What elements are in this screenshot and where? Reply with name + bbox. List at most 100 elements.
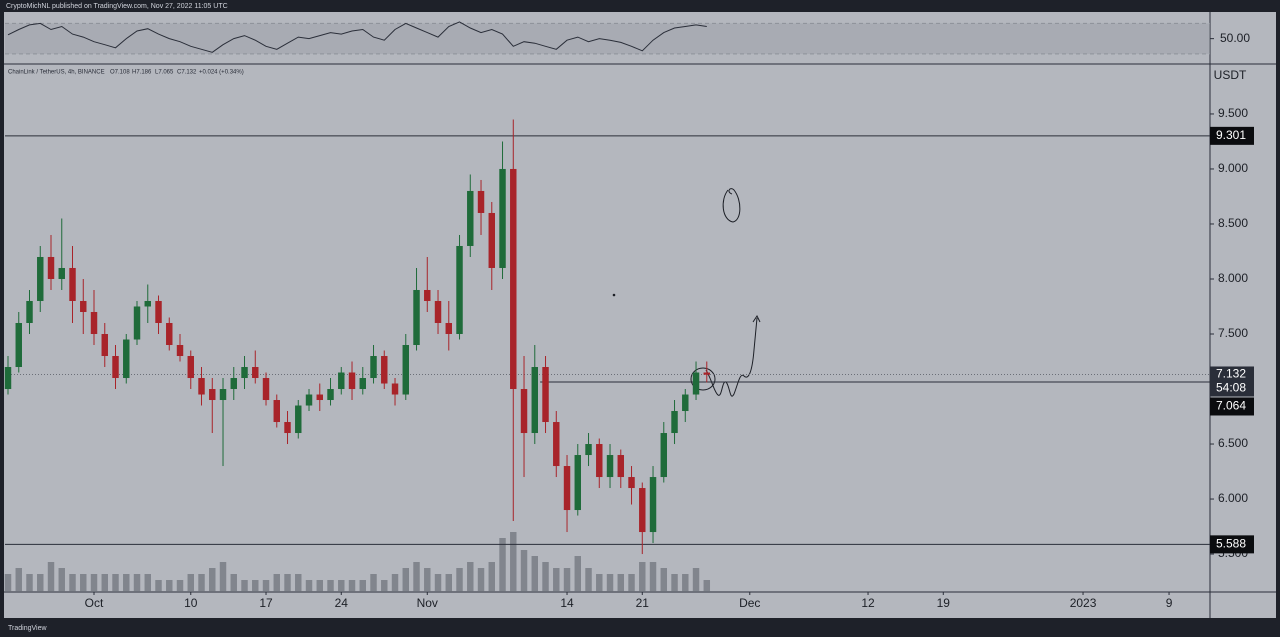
legend-change: +0.024 (+0.34%): [199, 70, 244, 76]
volume-bar: [660, 568, 668, 592]
candle-body: [649, 477, 657, 533]
volume-bar: [424, 568, 431, 592]
candle-body: [510, 168, 517, 390]
candle-body: [58, 267, 65, 279]
candle-body: [574, 455, 582, 511]
last-price-box: [1210, 366, 1254, 397]
volume-bar: [4, 574, 12, 592]
x-tick-label: 21: [636, 596, 650, 610]
volume-bar: [144, 574, 151, 592]
volume-bar: [230, 574, 237, 592]
volume-bar: [488, 562, 495, 592]
candle-body: [606, 455, 614, 478]
last-price-label: 7.132: [1216, 367, 1246, 381]
volume-bar: [112, 574, 119, 592]
y-tick-label: 7.500: [1218, 326, 1248, 340]
volume-bar: [338, 580, 345, 592]
candle-body: [241, 367, 248, 379]
legend-high: H7.186: [132, 70, 152, 76]
volume-bar: [585, 568, 592, 592]
candle-body: [90, 311, 98, 335]
volume-bar: [176, 580, 184, 592]
candle-body: [230, 378, 237, 390]
volume-bar: [617, 574, 625, 592]
candle-body: [26, 300, 33, 323]
volume-bar: [80, 574, 87, 592]
volume-bar: [467, 562, 474, 592]
y-tick-label: 9.500: [1218, 106, 1248, 120]
candle-body: [456, 245, 463, 335]
volume-bar: [155, 580, 162, 592]
volume-bar: [187, 574, 194, 592]
y-tick-label: 8.000: [1218, 271, 1248, 285]
volume-bar: [252, 580, 259, 592]
candle-body: [198, 378, 205, 395]
candle-body: [123, 339, 130, 379]
volume-bar: [198, 574, 205, 592]
y-tick-label: 9.000: [1218, 161, 1248, 175]
x-tick-label: 14: [560, 596, 574, 610]
level-box: [1210, 535, 1254, 554]
volume-bar: [370, 574, 377, 592]
candle-body: [155, 300, 162, 323]
x-tick-label: 19: [937, 596, 951, 610]
volume-bar: [628, 574, 635, 592]
candle-body: [133, 306, 141, 340]
volume-bar: [574, 556, 582, 592]
level-label: 7.064: [1216, 399, 1246, 413]
candle-body: [37, 256, 44, 301]
volume-bar: [692, 568, 700, 592]
volume-bar: [456, 568, 463, 592]
volume-bar: [37, 574, 44, 592]
candle-body: [639, 488, 646, 533]
volume-bar: [133, 574, 141, 592]
candle-body: [176, 345, 184, 357]
candle-body: [434, 300, 442, 323]
candle-body: [413, 289, 420, 346]
candle-body: [348, 372, 356, 390]
volume-bar: [284, 574, 291, 592]
volume-bar: [26, 574, 33, 592]
candle-body: [144, 300, 151, 307]
candle-body: [467, 190, 474, 246]
legend-close: C7.132: [177, 70, 197, 76]
candle-body: [660, 433, 668, 478]
y-tick-label: 6.000: [1218, 491, 1248, 505]
candle-body: [69, 267, 76, 301]
candle-body: [112, 356, 119, 379]
candle-body: [520, 389, 528, 434]
legend-title: ChainLink / TetherUS, 4h, BINANCE: [8, 70, 105, 76]
candle-body: [359, 378, 366, 390]
projection-path: [705, 317, 758, 397]
volume-bar: [649, 562, 657, 592]
candle-body: [692, 372, 700, 395]
publisher: CryptoMichNL published on TradingView.co…: [6, 3, 228, 10]
candle-body: [166, 322, 173, 346]
candle-body: [80, 300, 87, 312]
volume-bar: [402, 568, 409, 592]
x-tick-label: 10: [184, 596, 198, 610]
candle-body: [316, 394, 323, 401]
volume-bar: [477, 568, 485, 592]
candle-body: [295, 405, 302, 434]
candle-body: [381, 356, 388, 384]
candle-body: [553, 422, 560, 467]
candle-body: [15, 322, 22, 368]
candle-body: [370, 356, 377, 379]
volume-bar: [413, 562, 420, 592]
candle-body: [47, 256, 55, 279]
volume-bar: [391, 574, 399, 592]
candle-body: [585, 444, 592, 456]
level-label: 9.301: [1216, 128, 1246, 142]
volume-bar: [671, 574, 678, 592]
volume-bar: [219, 562, 227, 592]
candle-body: [262, 378, 270, 401]
volume-bar: [262, 580, 270, 592]
volume-bar: [682, 574, 689, 592]
candle-body: [499, 168, 506, 268]
x-tick-label: 2023: [1070, 596, 1097, 610]
volume-bar: [520, 550, 528, 592]
volume-bar: [209, 568, 216, 592]
footer-brand: TradingView: [8, 625, 47, 632]
